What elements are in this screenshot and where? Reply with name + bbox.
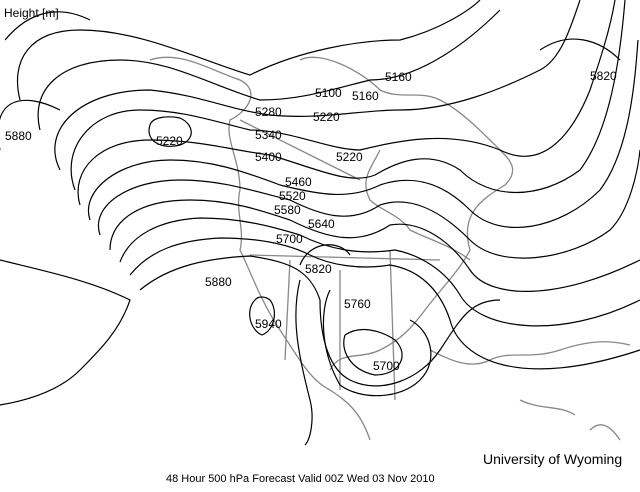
contour-label: 5220	[156, 134, 183, 148]
contour-label: 5820	[305, 262, 332, 276]
contour-label: 5880	[205, 275, 232, 289]
map-title: Height [m]	[4, 6, 59, 20]
contour-label: 5640	[308, 217, 335, 231]
contour-label: 5340	[255, 128, 282, 142]
contour-labels: 5880 5220 5280 5340 5400 5100 5160 5220 …	[5, 69, 617, 373]
contour-label: 5940	[255, 317, 282, 331]
contour-label: 5820	[590, 69, 617, 83]
contour-label: 5220	[313, 110, 340, 124]
contour-label: 5400	[255, 150, 282, 164]
coastlines	[149, 56, 631, 441]
credit-label: University of Wyoming	[483, 451, 623, 467]
contour-label: 5160	[352, 89, 379, 103]
contour-label: 5160	[385, 70, 412, 84]
forecast-caption: 48 Hour 500 hPa Forecast Valid 00Z Wed 0…	[166, 473, 435, 485]
contour-label: 5700	[373, 359, 400, 373]
contour-label: 5880	[5, 129, 32, 143]
contour-label: 5280	[255, 105, 282, 119]
contour-label: 5580	[274, 203, 301, 217]
contour-label: 5520	[279, 189, 306, 203]
contour-label: 5220	[336, 150, 363, 164]
height-contours	[0, 0, 640, 446]
contour-label: 5100	[315, 86, 342, 100]
contour-label: 5760	[344, 297, 371, 311]
contour-label: 5460	[285, 175, 312, 189]
contour-label: 5700	[276, 232, 303, 246]
